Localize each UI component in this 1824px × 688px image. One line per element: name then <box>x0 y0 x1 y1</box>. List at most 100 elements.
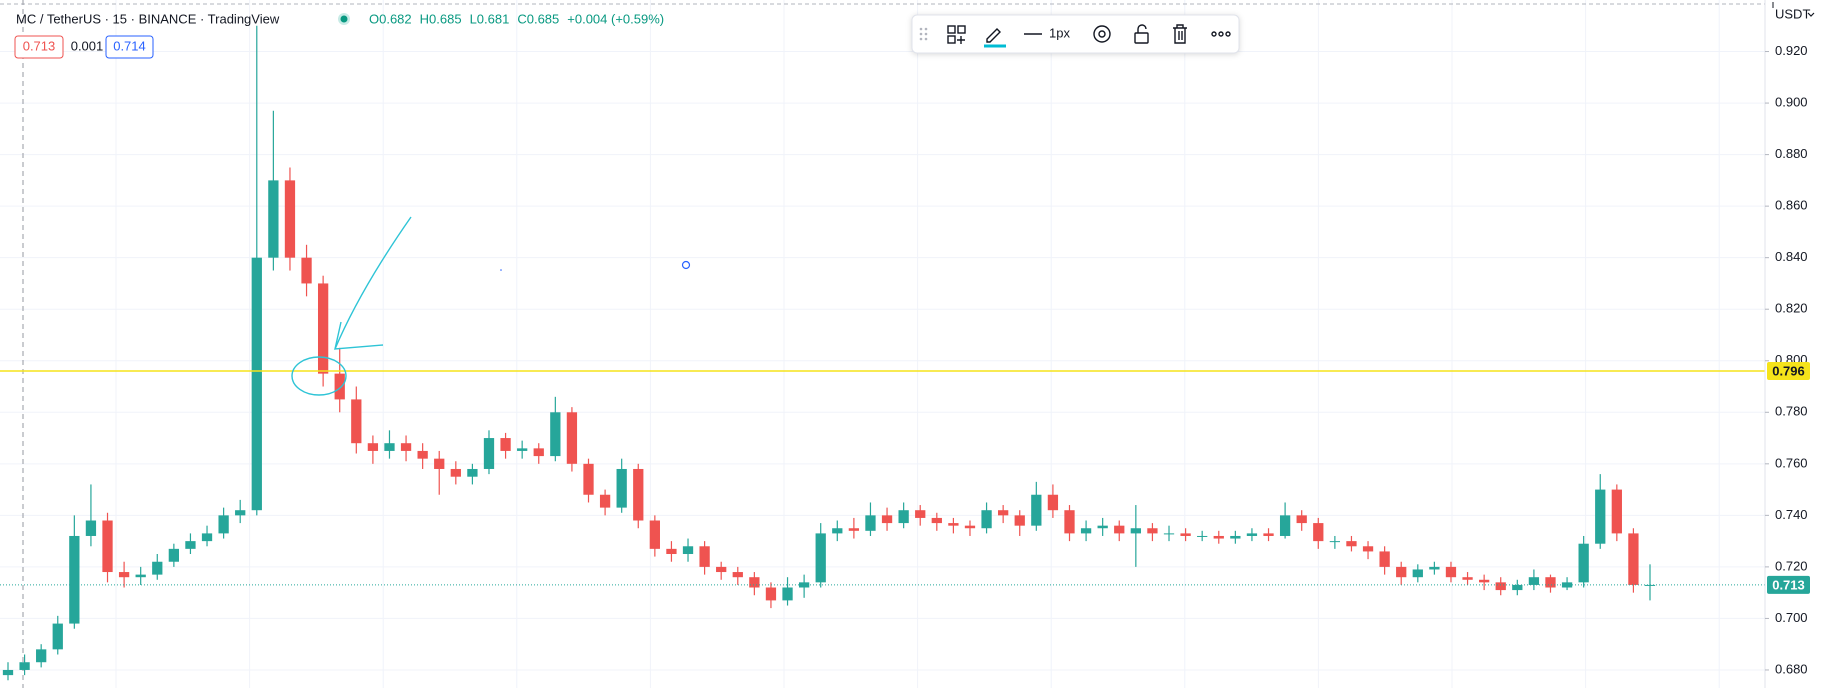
candle-body <box>533 448 544 457</box>
candle-body <box>765 587 777 601</box>
candle-body <box>1329 541 1341 543</box>
candle-body <box>1031 494 1042 526</box>
candle-body <box>1047 494 1059 511</box>
candle-body <box>583 463 594 495</box>
candle-body <box>1396 566 1407 578</box>
ask-price: 0.714 <box>113 38 146 53</box>
candle-body <box>450 468 461 477</box>
candle-body <box>616 468 627 508</box>
candle-body <box>1495 582 1506 591</box>
candle-body <box>948 523 959 526</box>
y-tick-label: 0.680 <box>1775 661 1808 676</box>
candle-body <box>1528 577 1540 585</box>
candle-body <box>1279 515 1291 536</box>
y-tick-label: 0.780 <box>1775 404 1808 419</box>
delete-button[interactable] <box>1173 24 1187 44</box>
y-tick-label: 0.920 <box>1775 43 1808 58</box>
candle-body <box>649 520 660 549</box>
y-tick-label: 0.860 <box>1775 198 1808 213</box>
candle-body <box>1445 566 1457 578</box>
overlay <box>0 370 1765 586</box>
candle-body <box>417 450 428 459</box>
y-tick-label: 0.820 <box>1775 301 1808 316</box>
status-dot <box>340 15 348 23</box>
line-width[interactable]: 1px <box>1049 25 1070 40</box>
candle-body <box>185 541 196 549</box>
candle-body <box>1197 535 1208 537</box>
ask-box[interactable] <box>105 35 154 59</box>
bid-price: 0.713 <box>23 38 56 53</box>
candles <box>2 25 1656 681</box>
ohlc-value: C0.685 <box>517 11 559 26</box>
y-tick-label: 0.880 <box>1775 146 1808 161</box>
candle-body <box>633 468 644 521</box>
candle-body <box>815 533 826 583</box>
candle-body <box>351 399 362 444</box>
candle-body <box>1595 489 1606 544</box>
dot <box>500 269 502 271</box>
currency-label[interactable]: USDT <box>1775 6 1810 21</box>
candle-body <box>85 520 97 536</box>
candle-body <box>782 587 793 601</box>
ohlc-value: H0.685 <box>420 11 462 26</box>
candle-body <box>235 510 246 516</box>
candle-body <box>1080 528 1092 534</box>
candle-body <box>384 443 395 451</box>
candle-body <box>915 510 926 518</box>
lock-button[interactable] <box>1134 24 1149 44</box>
candle-body <box>716 566 727 573</box>
y-tick-label: 0.720 <box>1775 558 1808 573</box>
currency-caret <box>1807 12 1815 17</box>
drag-handle[interactable] <box>919 27 928 41</box>
candle-body <box>550 412 561 457</box>
candle-body <box>400 443 412 451</box>
candle-body <box>334 373 345 400</box>
template-button[interactable] <box>947 25 966 44</box>
bid-box[interactable] <box>14 35 64 59</box>
candle-body <box>1346 541 1357 547</box>
axis-labels: 0.6800.7000.7200.7400.7600.7800.8000.820… <box>1765 43 1808 676</box>
candle-body <box>1628 533 1639 585</box>
candle-body <box>1147 528 1158 534</box>
candle-body <box>981 510 992 529</box>
candle-body <box>1462 577 1473 580</box>
y-tick-label: 0.740 <box>1775 507 1808 522</box>
price-line-label: 0.796 <box>1772 363 1805 378</box>
color-button[interactable] <box>986 28 1001 43</box>
candle-body <box>931 517 942 524</box>
arrow-drawing <box>333 216 412 350</box>
candle-body <box>301 257 312 284</box>
last-price-badge <box>1767 575 1810 594</box>
price-line-badge <box>1767 362 1810 381</box>
candle-body <box>1561 582 1573 588</box>
candle-body <box>118 572 130 578</box>
drawings <box>291 216 412 396</box>
candle-body <box>1379 551 1390 567</box>
candle-body <box>1130 528 1141 534</box>
candle-body <box>1263 533 1274 536</box>
candle-body <box>434 458 445 469</box>
candle-body <box>666 548 677 555</box>
candle-body <box>964 525 976 529</box>
candle-body <box>1246 533 1258 536</box>
arrow-drawing <box>334 321 342 350</box>
candle-body <box>848 528 860 531</box>
more-button[interactable] <box>1211 31 1231 37</box>
candle-body <box>1412 569 1423 578</box>
candle-body <box>732 572 743 578</box>
symbol-title: MC / TetherUS · 15 · BINANCE · TradingVi… <box>16 11 280 26</box>
candle-body <box>749 577 760 588</box>
candle-body <box>1163 533 1175 535</box>
candle-body <box>865 515 876 531</box>
candle-body <box>52 623 63 650</box>
candle-body <box>36 649 47 663</box>
candle-body <box>1114 525 1125 534</box>
settings-button[interactable] <box>1093 25 1111 43</box>
candle-body <box>500 438 511 451</box>
candle-body <box>1362 546 1374 552</box>
candle-body <box>367 443 379 451</box>
y-tick-label: 0.840 <box>1775 249 1808 264</box>
candle-body <box>317 283 329 374</box>
candle-body <box>1180 533 1191 536</box>
